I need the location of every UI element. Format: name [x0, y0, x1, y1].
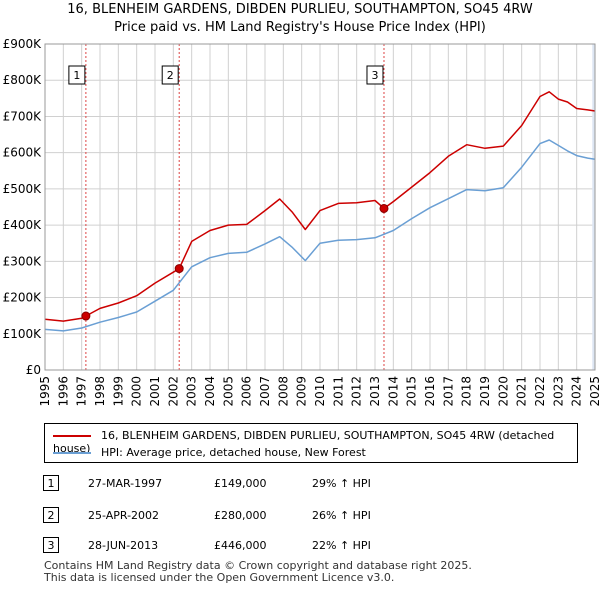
footer: Contains HM Land Registry data © Crown c…	[44, 560, 472, 584]
x-tick-label: 2012	[350, 376, 364, 407]
hpi-line	[44, 139, 596, 332]
sale-number-badge: 2	[43, 507, 59, 523]
x-tick-label: 2017	[441, 376, 455, 407]
x-tick-label: 1999	[111, 376, 125, 407]
sale-label-box: 1	[68, 65, 86, 85]
sale-label-frame	[161, 65, 179, 85]
sale-price: £149,000	[214, 477, 267, 490]
y-tick-label: £0	[26, 363, 41, 377]
x-tick-label: 2003	[185, 376, 199, 407]
x-tick-label: 1997	[75, 376, 89, 407]
sale-hpi-change: 26% ↑ HPI	[312, 509, 371, 522]
legend-item-property: 16, BLENHEIM GARDENS, DIBDEN PURLIEU, SO…	[53, 429, 577, 455]
property-price-line	[44, 91, 596, 322]
x-tick-label: 2016	[423, 376, 437, 407]
sale-label-box: 2	[161, 65, 179, 85]
sale-label-frame	[68, 65, 86, 85]
x-tick-label: 2018	[460, 376, 474, 407]
y-tick-label: £300K	[3, 254, 43, 268]
legend-item-hpi: HPI: Average price, detached house, New …	[53, 446, 366, 459]
sale-point	[379, 203, 389, 213]
legend-swatch-hpi	[53, 452, 91, 454]
x-tick-label: 2009	[295, 376, 309, 407]
x-tick-label: 2025	[588, 376, 600, 407]
x-tick-label: 2010	[313, 376, 327, 407]
y-tick-label: £800K	[3, 73, 43, 87]
x-tick-label: 2002	[166, 376, 180, 407]
sale-row: 3 28-JUN-2013 £446,000 22% ↑ HPI	[0, 537, 600, 559]
sale-label-box: 3	[366, 65, 384, 85]
forecast-shade	[592, 44, 595, 370]
sale-date: 28-JUN-2013	[88, 539, 159, 552]
x-tick-label: 2007	[258, 376, 272, 407]
x-tick-label: 2006	[240, 376, 254, 407]
y-tick-label: £600K	[3, 146, 43, 160]
sale-price: £446,000	[214, 539, 267, 552]
y-tick-label: £200K	[3, 291, 43, 305]
x-tick-label: 2011	[331, 376, 345, 407]
x-tick-label: 2019	[478, 376, 492, 407]
x-tick-label: 2023	[551, 376, 565, 407]
plot-frame	[44, 43, 596, 371]
sale-price: £280,000	[214, 509, 267, 522]
x-tick-label: 2013	[368, 376, 382, 407]
sale-hpi-change: 22% ↑ HPI	[312, 539, 371, 552]
x-tick-label: 2014	[386, 376, 400, 407]
sale-point	[174, 264, 184, 274]
x-tick-label: 2001	[148, 376, 162, 407]
x-tick-label: 2024	[570, 376, 584, 407]
y-tick-label: £900K	[3, 37, 43, 51]
x-tick-label: 2015	[405, 376, 419, 407]
price-chart: 1 2 3 £0 £100K £200K £300K £400K £500K £600K £700…	[3, 37, 600, 407]
chart-title-line-1: 16, BLENHEIM GARDENS, DIBDEN PURLIEU, SO…	[67, 2, 533, 17]
sale-label-frame	[366, 65, 384, 85]
x-tick-label: 2022	[533, 376, 547, 407]
sale-date: 27-MAR-1997	[88, 477, 163, 490]
x-tick-label: 2005	[221, 376, 235, 407]
x-tick-label: 1996	[56, 376, 70, 407]
x-tick-label: 2008	[276, 376, 290, 407]
x-tick-label: 2000	[130, 376, 144, 407]
legend-label-property: 16, BLENHEIM GARDENS, DIBDEN PURLIEU, SO…	[53, 429, 555, 455]
y-tick-label: £500K	[3, 182, 43, 196]
x-tick-label: 1995	[38, 376, 52, 407]
y-tick-label: £700K	[3, 109, 43, 123]
sale-label-number: 2	[167, 69, 174, 82]
sale-row: 1 27-MAR-1997 £149,000 29% ↑ HPI	[0, 475, 600, 497]
legend-swatch-property	[53, 435, 91, 437]
sale-label-number: 3	[371, 69, 378, 82]
legend: 16, BLENHEIM GARDENS, DIBDEN PURLIEU, SO…	[44, 423, 578, 463]
y-tick-label: £100K	[3, 327, 43, 341]
sale-hpi-change: 29% ↑ HPI	[312, 477, 371, 490]
x-tick-label: 2021	[515, 376, 529, 407]
x-tick-label: 2020	[496, 376, 510, 407]
footer-licence: This data is licensed under the Open Gov…	[44, 571, 395, 584]
sale-point	[81, 311, 91, 321]
x-tick-label: 2004	[203, 376, 217, 407]
sale-number-badge: 1	[43, 475, 59, 491]
y-tick-label: £400K	[3, 218, 43, 232]
sale-number-badge: 3	[43, 537, 59, 553]
x-tick-label: 1998	[93, 376, 107, 407]
chart-title-line-2: Price paid vs. HM Land Registry's House …	[114, 20, 486, 35]
sale-row: 2 25-APR-2002 £280,000 26% ↑ HPI	[0, 507, 600, 529]
legend-label-hpi: HPI: Average price, detached house, New …	[101, 446, 366, 459]
sale-date: 25-APR-2002	[88, 509, 160, 522]
footer-copyright: Contains HM Land Registry data © Crown c…	[44, 559, 472, 572]
sale-label-number: 1	[73, 69, 80, 82]
